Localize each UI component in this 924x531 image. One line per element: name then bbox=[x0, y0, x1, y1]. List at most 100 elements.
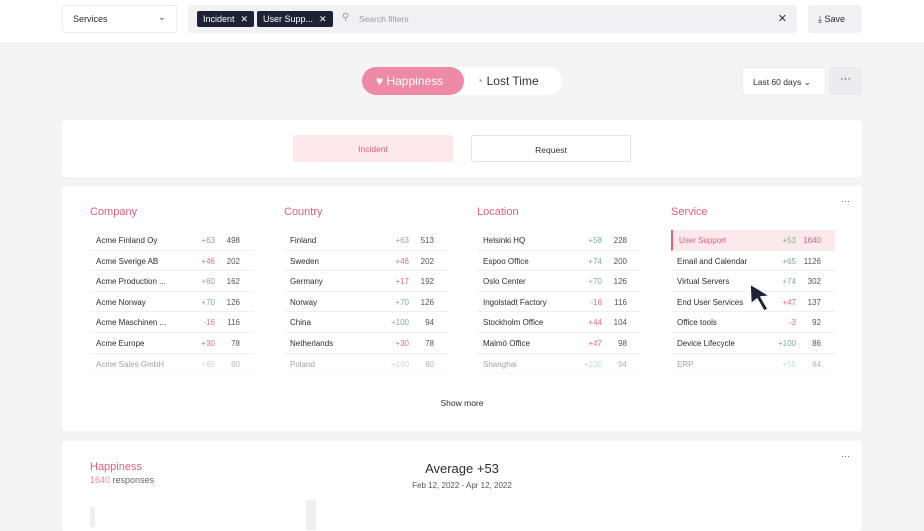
filter-chip-incident[interactable]: Incident ✕ bbox=[197, 11, 255, 27]
list-item[interactable]: Acme Europe +30 78 bbox=[90, 333, 254, 354]
item-count: 98 bbox=[618, 338, 627, 348]
item-name: Acme Finland Oy bbox=[96, 236, 158, 245]
item-name: Shanghai bbox=[483, 359, 517, 369]
item-count: 94 bbox=[425, 318, 434, 328]
responses-count: 1640 bbox=[90, 475, 111, 485]
filter-chip-user-support[interactable]: User Supp... ✕ bbox=[257, 11, 333, 27]
list-item[interactable]: Email and Calendar +65 1126 bbox=[671, 251, 835, 272]
item-name: Ingolstadt Factory bbox=[483, 297, 547, 307]
card-menu-icon[interactable]: ··· bbox=[841, 196, 850, 206]
item-score: +70 bbox=[395, 297, 409, 307]
item-name: Finland bbox=[290, 236, 317, 245]
save-button[interactable]: ⤓ Save bbox=[808, 5, 862, 33]
item-score: -16 bbox=[203, 318, 215, 328]
services-label: Services bbox=[73, 14, 108, 24]
chip-label: User Supp... bbox=[263, 14, 314, 24]
item-name: Acme Sverige AB bbox=[96, 256, 159, 266]
chevron-down-icon: ⌄ bbox=[803, 77, 811, 87]
card-menu-icon[interactable]: ··· bbox=[841, 451, 850, 461]
list-item[interactable]: Germany +17 192 bbox=[284, 271, 448, 292]
tab-request[interactable]: Request bbox=[471, 135, 631, 162]
search-input[interactable]: Search filters bbox=[359, 14, 409, 24]
item-score: -16 bbox=[590, 297, 602, 307]
tab-incident[interactable]: Incident bbox=[293, 135, 453, 162]
list-item[interactable]: China +100 94 bbox=[284, 312, 448, 333]
mouse-cursor-icon bbox=[749, 282, 773, 312]
date-range-select[interactable]: Last 60 days ⌄ bbox=[742, 67, 826, 95]
item-name: Office tools bbox=[677, 318, 717, 328]
item-score: +30 bbox=[395, 338, 409, 348]
show-more-button[interactable]: Show more bbox=[440, 398, 484, 408]
item-score: +17 bbox=[395, 277, 409, 287]
item-score: +30 bbox=[201, 338, 215, 348]
list-item[interactable]: User Support +53 1640 bbox=[671, 230, 835, 251]
item-score: +74 bbox=[588, 256, 602, 266]
list-item[interactable]: Office tools -3 92 bbox=[671, 312, 835, 333]
list-item[interactable]: Norway +70 126 bbox=[284, 292, 448, 313]
list-item[interactable]: Acme Finland Oy +63 498 bbox=[90, 230, 254, 251]
clear-filters-icon[interactable]: ✕ bbox=[777, 13, 787, 25]
item-count: 92 bbox=[812, 318, 821, 328]
date-range-label: Last 60 days bbox=[753, 77, 802, 87]
list-item[interactable]: Acme Maschinen ... -16 116 bbox=[90, 312, 254, 333]
list-item[interactable]: Acme Sverige AB +46 202 bbox=[90, 251, 254, 272]
happiness-chart-card: ··· Happiness 1640 responses Average +53… bbox=[62, 441, 862, 531]
list-item[interactable]: Acme Sales GmbH +69 60 bbox=[90, 354, 254, 375]
item-name: Acme Norway bbox=[96, 297, 146, 307]
list-item[interactable]: Oslo Center +70 126 bbox=[477, 271, 641, 292]
item-score: +63 bbox=[201, 236, 215, 245]
list-item[interactable]: Espoo Office +74 200 bbox=[477, 251, 641, 272]
item-score: +70 bbox=[201, 297, 215, 307]
save-label: Save bbox=[824, 14, 846, 24]
list-item[interactable]: Sweden +46 202 bbox=[284, 251, 448, 272]
list-item[interactable]: Acme Production ... +60 162 bbox=[90, 271, 254, 292]
item-count: 94 bbox=[618, 359, 627, 369]
item-score: +63 bbox=[395, 236, 409, 245]
list-item[interactable]: Helsinki HQ +58 228 bbox=[477, 230, 641, 251]
item-name: Helsinki HQ bbox=[483, 236, 526, 245]
ticket-type-card: Incident Request bbox=[62, 120, 862, 177]
lost-time-toggle[interactable]: ◔ Lost Time bbox=[476, 74, 539, 88]
item-score: +58 bbox=[588, 236, 602, 245]
download-icon: ⤓ bbox=[818, 14, 822, 24]
average-score: Average +53 bbox=[425, 461, 499, 476]
item-count: 78 bbox=[425, 338, 434, 348]
item-count: 78 bbox=[231, 338, 240, 348]
lost-time-label: Lost Time bbox=[486, 74, 539, 88]
item-name: Malmö Office bbox=[483, 338, 530, 348]
item-count: 116 bbox=[227, 318, 240, 328]
item-count: 1640 bbox=[803, 236, 821, 245]
item-score: +100 bbox=[777, 338, 796, 348]
column-title: Location bbox=[477, 206, 519, 218]
breakdown-column-country: Country Finland +63 513 Sweden +46 202 Germany +… bbox=[284, 206, 448, 375]
more-options-button[interactable]: ··· bbox=[829, 67, 862, 95]
item-name: Germany bbox=[290, 277, 323, 287]
item-name: Device Lifecycle bbox=[677, 338, 735, 348]
item-count: 302 bbox=[807, 277, 821, 287]
list-item[interactable]: Acme Norway +70 126 bbox=[90, 292, 254, 313]
happiness-toggle[interactable]: ♥ Happiness bbox=[362, 67, 464, 95]
list-item[interactable]: Ingolstadt Factory -16 116 bbox=[477, 292, 641, 313]
close-icon[interactable]: ✕ bbox=[319, 14, 327, 24]
list-item[interactable]: Device Lifecycle +100 86 bbox=[671, 333, 835, 354]
item-name: Sweden bbox=[290, 256, 319, 266]
item-score: -3 bbox=[788, 318, 796, 328]
filter-bar[interactable]: Incident ✕ User Supp... ✕ ⚲ Search filters… bbox=[188, 5, 797, 33]
happiness-label: Happiness bbox=[386, 74, 444, 88]
list-item[interactable]: End User Services +47 137 bbox=[671, 292, 835, 313]
item-name: End User Services bbox=[677, 297, 744, 307]
list-item[interactable]: Shanghai +100 94 bbox=[477, 354, 641, 375]
list-item[interactable]: Malmö Office +47 98 bbox=[477, 333, 641, 354]
list-item[interactable]: ERP +55 84 bbox=[671, 354, 835, 375]
close-icon[interactable]: ✕ bbox=[240, 14, 249, 24]
search-icon: ⚲ bbox=[342, 12, 350, 23]
list-item[interactable]: Netherlands +30 78 bbox=[284, 333, 448, 354]
item-score: +44 bbox=[588, 318, 602, 328]
heart-icon: ♥ bbox=[376, 74, 384, 88]
item-count: 202 bbox=[226, 256, 240, 266]
item-score: +47 bbox=[782, 297, 796, 307]
list-item[interactable]: Poland +100 60 bbox=[284, 354, 448, 375]
list-item[interactable]: Stockholm Office +44 104 bbox=[477, 312, 641, 333]
services-select[interactable]: Services ⌄ bbox=[62, 5, 177, 33]
list-item[interactable]: Finland +63 513 bbox=[284, 230, 448, 251]
